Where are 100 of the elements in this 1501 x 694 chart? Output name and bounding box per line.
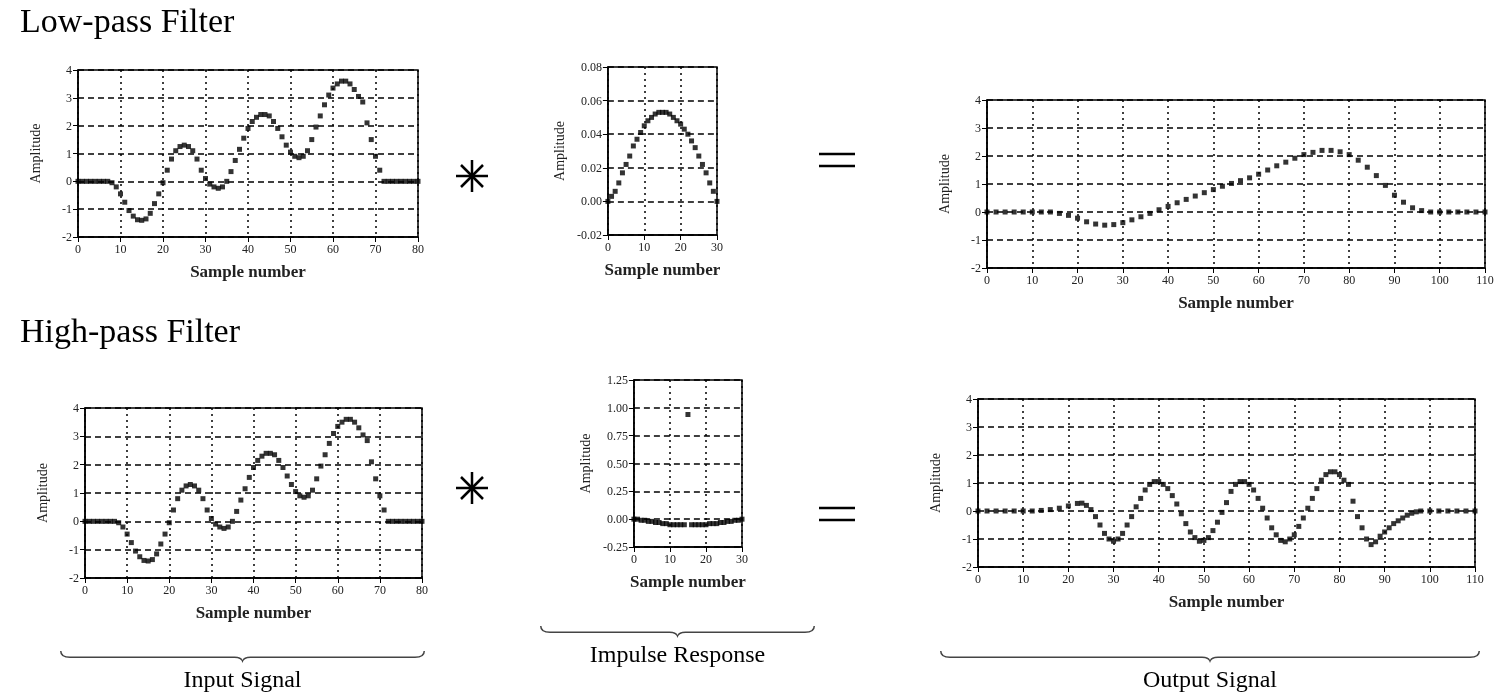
x-tick-label: 20 xyxy=(163,583,176,597)
x-tick-label: 70 xyxy=(1297,273,1310,287)
x-tick-label: 50 xyxy=(1197,572,1210,586)
y-axis-title: Amplitude xyxy=(936,154,952,214)
point xyxy=(1274,163,1280,169)
x-tick-label: 100 xyxy=(1420,572,1439,586)
x-tick-label: 70 xyxy=(369,242,382,256)
point xyxy=(1346,152,1352,158)
y-tick-label: 2 xyxy=(66,118,72,133)
y-tick-label: 2 xyxy=(73,457,79,472)
point xyxy=(638,130,644,136)
x-tick-label: 10 xyxy=(114,242,127,256)
point xyxy=(703,170,709,176)
point xyxy=(645,118,651,124)
y-tick-label: -2 xyxy=(971,261,981,275)
y-tick-label: 0 xyxy=(975,205,981,219)
point xyxy=(685,412,691,418)
point xyxy=(689,138,695,144)
point xyxy=(1165,203,1171,209)
point xyxy=(678,121,684,127)
x-tick-label: 60 xyxy=(1243,572,1256,586)
chart-title: Low-pass Filter xyxy=(20,2,235,40)
point xyxy=(1228,180,1234,186)
x-tick-label: 50 xyxy=(284,242,297,256)
point xyxy=(1093,221,1099,227)
point xyxy=(1111,222,1117,228)
point xyxy=(1482,209,1488,215)
y-tick-label: -2 xyxy=(962,560,972,574)
point xyxy=(993,209,999,215)
point xyxy=(1464,209,1470,215)
y-tick-label: 1.25 xyxy=(606,373,628,387)
x-tick-label: 90 xyxy=(1388,273,1401,287)
point xyxy=(1382,182,1388,188)
y-tick-label: -0.25 xyxy=(602,540,628,554)
text: Input Signal xyxy=(183,666,302,693)
point xyxy=(1174,200,1180,206)
y-tick-label: 0.02 xyxy=(580,160,602,175)
x-tick-label: 20 xyxy=(157,242,169,256)
point xyxy=(1201,190,1207,196)
y-tick-label: 3 xyxy=(66,90,72,105)
point xyxy=(1391,192,1397,198)
point xyxy=(1355,157,1361,163)
point xyxy=(1364,164,1370,170)
x-tick-label: 90 xyxy=(1378,572,1391,586)
y-tick-label: 4 xyxy=(66,63,72,77)
point xyxy=(1437,209,1443,215)
y-tick-label: 0.25 xyxy=(606,484,628,499)
point xyxy=(699,161,705,167)
point xyxy=(1156,207,1162,213)
point xyxy=(714,198,720,204)
point xyxy=(623,161,629,167)
point xyxy=(634,136,640,142)
x-axis-title: Sample number xyxy=(604,260,721,279)
point xyxy=(1210,187,1216,193)
x-tick-label: 40 xyxy=(242,242,254,256)
x-tick-label: 10 xyxy=(1017,572,1030,586)
y-tick-label: -0.02 xyxy=(576,228,602,242)
point xyxy=(1065,212,1071,218)
x-tick-label: 20 xyxy=(1071,273,1084,287)
point xyxy=(1138,214,1144,220)
y-tick-label: -1 xyxy=(962,532,972,546)
y-axis-title: Amplitude xyxy=(34,463,50,523)
x-tick-label: 20 xyxy=(674,240,687,254)
y-tick-label: 0 xyxy=(73,514,79,529)
point xyxy=(681,126,687,132)
point xyxy=(1192,193,1198,199)
point xyxy=(619,170,625,176)
x-tick-label: 70 xyxy=(373,583,386,597)
y-tick-label: 4 xyxy=(966,392,972,406)
point xyxy=(1256,171,1262,177)
point xyxy=(1283,159,1289,165)
x-tick-label: 30 xyxy=(205,583,218,597)
y-tick-label: 0.50 xyxy=(606,456,628,471)
x-axis-title: Sample number xyxy=(1168,592,1285,611)
x-axis-title: Sample number xyxy=(195,603,312,622)
point xyxy=(1147,210,1153,216)
chart-title: High-pass Filter xyxy=(20,312,241,350)
point xyxy=(641,123,647,129)
point xyxy=(1247,175,1253,181)
point xyxy=(1075,215,1081,221)
x-tick-label: 80 xyxy=(1333,572,1346,586)
x-tick-label: 30 xyxy=(1116,273,1129,287)
x-tick-label: 40 xyxy=(1162,273,1175,287)
x-tick-label: 10 xyxy=(1026,273,1039,287)
point xyxy=(707,180,713,186)
x-tick-label: 20 xyxy=(1062,572,1075,586)
x-tick-label: 80 xyxy=(412,242,424,256)
x-tick-label: 60 xyxy=(331,583,344,597)
point xyxy=(1473,209,1479,215)
text: Impulse Response xyxy=(589,641,766,668)
y-tick-label: 2 xyxy=(975,149,981,163)
x-axis-title: Sample number xyxy=(190,262,307,281)
point xyxy=(627,153,633,159)
point xyxy=(1219,183,1225,189)
y-tick-label: -1 xyxy=(971,233,981,247)
point xyxy=(1310,149,1316,155)
point xyxy=(1401,199,1407,205)
x-tick-label: 80 xyxy=(1343,273,1356,287)
y-tick-label: -1 xyxy=(62,202,72,217)
point xyxy=(1238,178,1244,184)
